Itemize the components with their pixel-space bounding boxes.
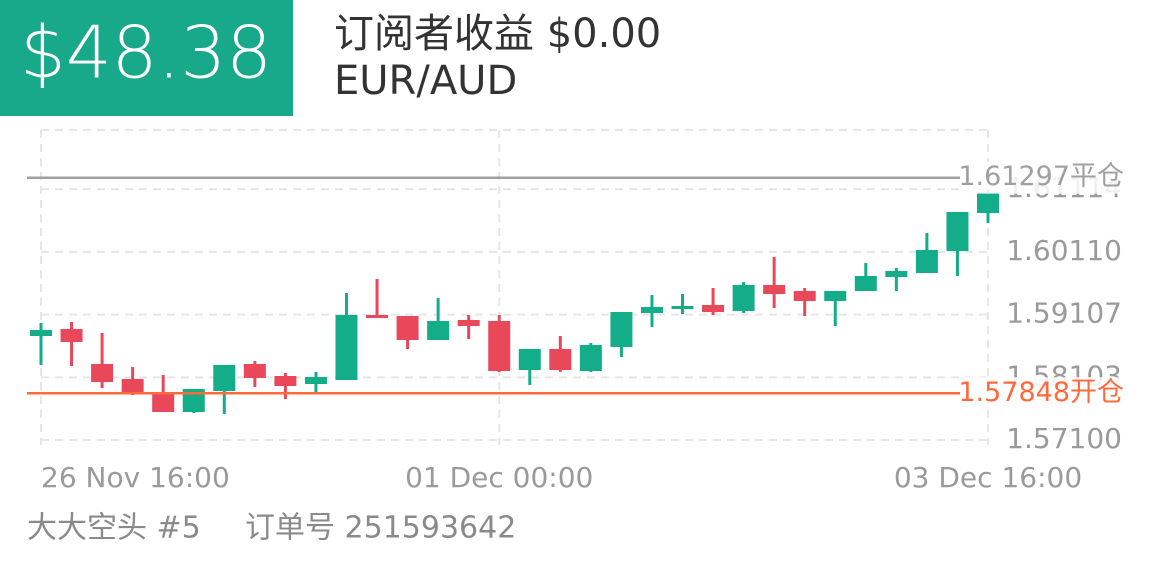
- candle-body: [977, 193, 999, 213]
- y-tick-label: 1.60110: [1006, 234, 1122, 267]
- candle-body: [243, 364, 266, 378]
- candle-wick: [772, 257, 776, 308]
- candle-body: [732, 285, 755, 311]
- candle-body: [121, 379, 144, 393]
- candle-body: [824, 291, 847, 301]
- candle-body: [396, 316, 419, 340]
- candle-body: [182, 389, 205, 412]
- candle-body: [854, 276, 877, 291]
- amount: $48.38: [20, 11, 272, 95]
- x-tick-label: 03 Dec 16:00: [894, 461, 1082, 494]
- candle-body: [488, 321, 511, 371]
- candle-body: [366, 315, 389, 318]
- candle-wick: [711, 288, 715, 315]
- trader-name: 大大空头 #5: [27, 511, 201, 546]
- candle-body: [793, 291, 816, 301]
- candle-body: [274, 376, 297, 386]
- x-tick-label: 26 Nov 16:00: [41, 461, 230, 494]
- candle-wick: [833, 291, 837, 326]
- candle-body: [610, 312, 633, 347]
- candle-body: [152, 394, 175, 412]
- candle-body: [30, 330, 52, 336]
- candle-body: [457, 320, 480, 326]
- candle-body: [579, 345, 602, 371]
- candle-body: [304, 377, 327, 384]
- candle-wick: [375, 279, 379, 318]
- candle-wick: [467, 315, 471, 339]
- candle-body: [60, 329, 83, 342]
- candle-body: [671, 306, 694, 309]
- candle-body: [763, 285, 786, 294]
- reference-label: 1.57848开仓: [958, 377, 1124, 408]
- subscriber-profit: 订阅者收益 $0.00: [334, 11, 661, 57]
- candle-body: [91, 364, 114, 382]
- reference-label-bg: [962, 377, 1126, 410]
- candle-body: [549, 349, 572, 370]
- candle-body: [946, 212, 969, 251]
- order-number: 订单号 251593642: [245, 511, 516, 546]
- candle-body: [335, 315, 358, 380]
- candle-wick: [803, 288, 807, 316]
- candle-wick: [70, 322, 74, 366]
- symbol: EUR/AUD: [334, 58, 517, 104]
- candle-body: [518, 349, 541, 370]
- x-tick-label: 01 Dec 00:00: [405, 461, 593, 494]
- candle-body: [915, 250, 938, 273]
- candle-wick: [39, 323, 43, 365]
- candle-wick: [436, 298, 440, 340]
- y-tick-label: 1.57100: [1006, 422, 1122, 455]
- reference-label: 1.61297平仓: [958, 161, 1124, 192]
- candle-wick: [681, 294, 685, 314]
- candle-body: [427, 321, 450, 340]
- candle-body: [702, 305, 725, 312]
- candle-body: [885, 271, 908, 277]
- candle-wick: [100, 333, 104, 388]
- reference-label-bg: [962, 161, 1126, 194]
- y-tick-label: 1.59107: [1006, 297, 1122, 330]
- candle-wick: [894, 268, 898, 291]
- candle-body: [640, 307, 663, 313]
- candle-body: [213, 365, 236, 391]
- amount-badge: [0, 0, 293, 116]
